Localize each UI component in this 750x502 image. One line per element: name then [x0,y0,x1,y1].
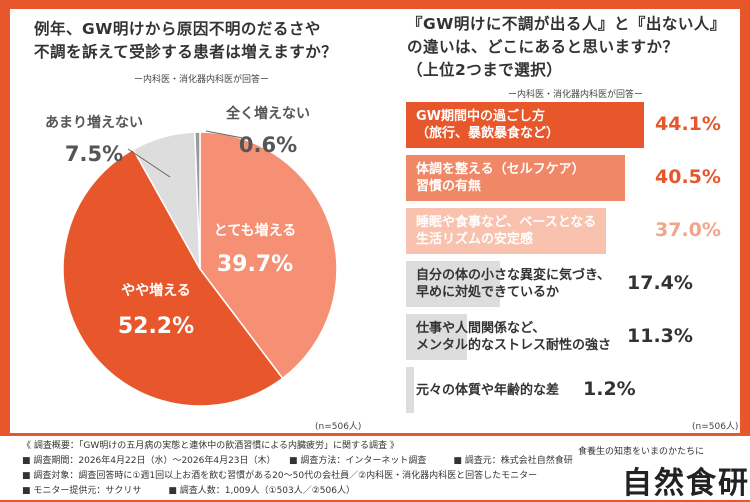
brand-tagline: 食養生の知恵をいまのかたちに [578,447,705,457]
pie-value-4: 0.6% [239,133,297,157]
bar-label-5: 仕事や人間関係など、 メンタル的なストレス耐性の強さ [416,321,612,353]
bar-value-3: 37.0% [655,219,721,241]
survey-target: ■ 調査対象：調査回答時に①週1回以上お酒を飲む習慣がある20〜50代の会社員／… [22,471,538,481]
left-question-line-1: 例年、GW明けから原因不明のだるさや [34,20,321,38]
right-question-line-1: 『GW明けに不調が出る人』と『出ない人』 [407,15,726,33]
pie-slice-2 [62,148,284,407]
bar-value-2: 40.5% [655,166,721,188]
bar-label-4: 自分の体の小さな異変に気づき、 早めに対処できているか [416,268,611,300]
bar-label-3: 睡眠や食事など、ベースとなる 生活リズムの安定感 [416,215,597,247]
bar-label-6: 元々の体質や年齢的な差 [416,382,560,398]
pie-value-3: 7.5% [65,142,123,166]
pie-label-3: あまり増えない [45,114,143,131]
bar-label-1: GW期間中の過ごし方 （旅行、暴飲暴食など） [416,109,560,141]
right-subtitle: ー内科医・消化器内科医が回答ー [508,90,644,100]
bar-value-6: 1.2% [583,378,636,400]
bar-value-4: 17.4% [627,272,693,294]
left-subtitle: ー内科医・消化器内科医が回答ー [134,75,270,85]
bar-label-2: 体調を整える（セルフケア） 習慣の有無 [416,162,585,194]
survey-period: ■ 調査期間：2026年4月22日（水）〜2026年4月23日（木） ■ 調査方… [22,456,573,466]
right-sample-size: (n=506人) [692,422,739,432]
pie-chart: とても増える 39.7% やや増える 52.2% あまり増えない 7.5% 全く増えない 0.… [45,105,338,407]
left-question-line-2: 不調を訴えて受診する患者は増えますか？ [34,43,338,61]
survey-title: 《 調査概要：「GW明けの五月病の実態と連休中の飲酒習慣による内臓疲労」に関する… [22,441,399,451]
bar-4 [406,261,500,307]
left-sample-size: (n=506人) [315,422,362,432]
right-question-line-3: （上位2つまで選択） [407,61,563,79]
bar-value-5: 11.3% [627,325,693,347]
bar-chart: GW期間中の過ごし方 （旅行、暴飲暴食など） 44.1% 体調を整える（セルフケア）習… [10,9,740,433]
right-question-line-2: の違いは、どこにあると思いますか？ [407,38,679,56]
footer: 《 調査概要：「GW明けの五月病の実態と連休中の飲酒習慣による内臓疲労」に関する… [0,436,750,501]
pie-slice-1 [199,131,338,380]
pie-leader-line-1 [127,148,171,178]
bar-value-1: 44.1% [655,113,721,135]
left-question: 例年、GW明けから原因不明のだるさや 不調を訴えて受診する患者は増えますか？ [34,18,337,64]
right-question: 『GW明けに不調が出る人』と『出ない人』 の違いは、どこにあると思いますか？ （… [407,13,726,82]
pie-value-1: 39.7% [217,252,293,277]
pie-value-2: 52.2% [118,314,194,339]
pie-leader-line-2 [205,130,249,140]
content-card: 例年、GW明けから原因不明のだるさや 不調を訴えて受診する患者は増えますか？ ー… [10,9,740,433]
bar-6 [406,367,414,413]
bar-2 [406,155,625,201]
bar-5 [406,314,468,360]
bar-3 [406,208,606,254]
survey-count: ■ モニター提供元：サクリサ ■ 調査人数：1,009人（①503人／②506人… [22,486,355,496]
brand-logo: 自然食研 [622,466,750,501]
pie-label-2: やや増える [121,282,191,299]
pie-slice-4 [194,131,201,270]
pie-label-4: 全く増えない [225,105,310,122]
pie-label-1: とても増える [214,222,296,239]
bar-1 [406,102,645,148]
